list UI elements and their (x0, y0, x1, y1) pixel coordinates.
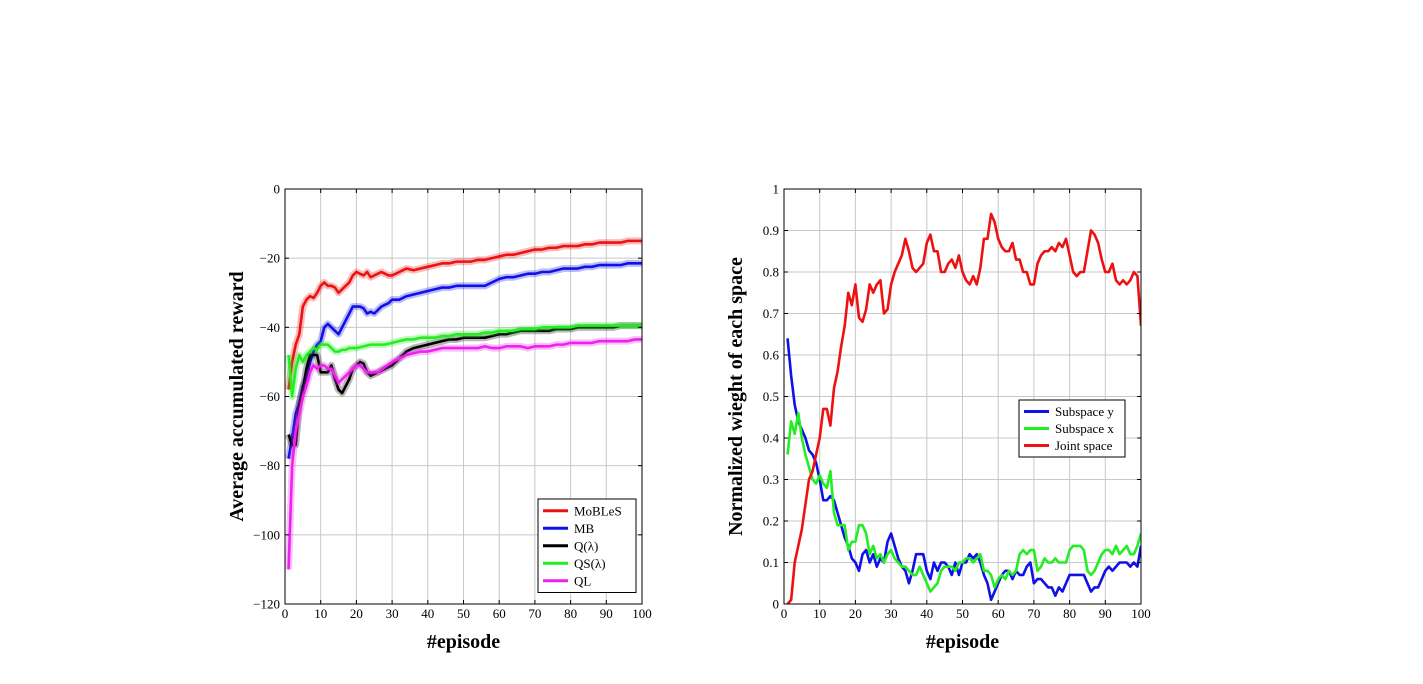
x-tick-label: 40 (421, 606, 434, 621)
legend-label: Subspace x (1055, 421, 1114, 436)
x-tick-label: 20 (350, 606, 363, 621)
series-line-2 (786, 212, 1141, 604)
y-tick-label: 0.4 (763, 431, 780, 446)
series-line-3 (287, 324, 642, 398)
series-band-0 (285, 237, 642, 391)
legend: MoBLeS MB Q(λ) QS(λ) QL (537, 498, 637, 593)
y-tick-label: 0.7 (763, 306, 780, 321)
series-line-1 (786, 411, 1141, 593)
x-tick-label: 40 (920, 606, 933, 621)
y-tick-label: 0.1 (763, 555, 779, 570)
x-tick-label: 70 (1027, 606, 1040, 621)
x-tick-label: 90 (600, 606, 613, 621)
x-tick-label: 100 (632, 606, 652, 621)
y-tick-label: 0.9 (763, 223, 779, 238)
x-tick-label: 80 (1063, 606, 1076, 621)
y-tick-label: 0.6 (763, 348, 780, 363)
x-tick-label: 60 (992, 606, 1005, 621)
y-tick-label: 1 (773, 182, 780, 197)
y-tick-label: 0 (274, 182, 281, 197)
reward-chart: 0 10 20 30 40 50 60 70 80 90 100 0 −20 −40 −60 −80 −100 −… (226, 182, 652, 654)
x-tick-label: 90 (1099, 606, 1112, 621)
y-tick-label: −20 (260, 251, 280, 266)
legend-label: Q(λ) (574, 538, 598, 553)
y-axis-label: Average accumulated reward (226, 271, 248, 521)
y-tick-label: −80 (260, 458, 280, 473)
x-tick-label: 10 (314, 606, 327, 621)
y-tick-label: −120 (253, 597, 280, 612)
x-axis-label: #episode (926, 631, 999, 653)
series-line-4 (287, 338, 642, 570)
x-tick-label: 50 (457, 606, 470, 621)
legend-label: MB (574, 521, 595, 536)
legend-label: Joint space (1055, 438, 1113, 453)
y-tick-label: 0 (773, 597, 780, 612)
x-tick-label: 50 (956, 606, 969, 621)
x-axis-label: #episode (427, 631, 500, 653)
x-tick-label: 0 (781, 606, 788, 621)
series-line-1 (287, 262, 642, 459)
x-tick-label: 10 (813, 606, 826, 621)
legend: Subspace y Subspace x Joint space (1018, 399, 1126, 458)
x-tick-label: 30 (885, 606, 898, 621)
legend-label: Subspace y (1055, 404, 1114, 419)
series-line-0 (287, 239, 642, 390)
x-tick-label: 100 (1131, 606, 1151, 621)
y-tick-label: −40 (260, 320, 280, 335)
y-tick-label: 0.5 (763, 389, 779, 404)
x-tick-label: 60 (493, 606, 506, 621)
x-tick-label: 0 (282, 606, 289, 621)
x-tick-label: 70 (528, 606, 541, 621)
legend-label: QL (574, 573, 591, 588)
y-tick-label: 0.3 (763, 472, 779, 487)
x-tick-label: 20 (849, 606, 862, 621)
legend-label: QS(λ) (574, 556, 606, 571)
weight-chart: 0 10 20 30 40 50 60 70 80 90 100 0 0.1 0.2 0.3 0.4 0.5 0.… (725, 182, 1151, 654)
y-tick-label: −100 (253, 527, 280, 542)
series-line-2 (287, 324, 642, 447)
y-axis-label: Normalized wieght of each space (725, 257, 747, 536)
x-tick-label: 30 (386, 606, 399, 621)
y-tick-label: 0.2 (763, 514, 779, 529)
y-tick-label: 0.8 (763, 265, 779, 280)
legend-label: MoBLeS (574, 503, 622, 518)
x-tick-label: 80 (564, 606, 577, 621)
series-band-3 (285, 322, 642, 400)
y-tick-label: −60 (260, 389, 280, 404)
